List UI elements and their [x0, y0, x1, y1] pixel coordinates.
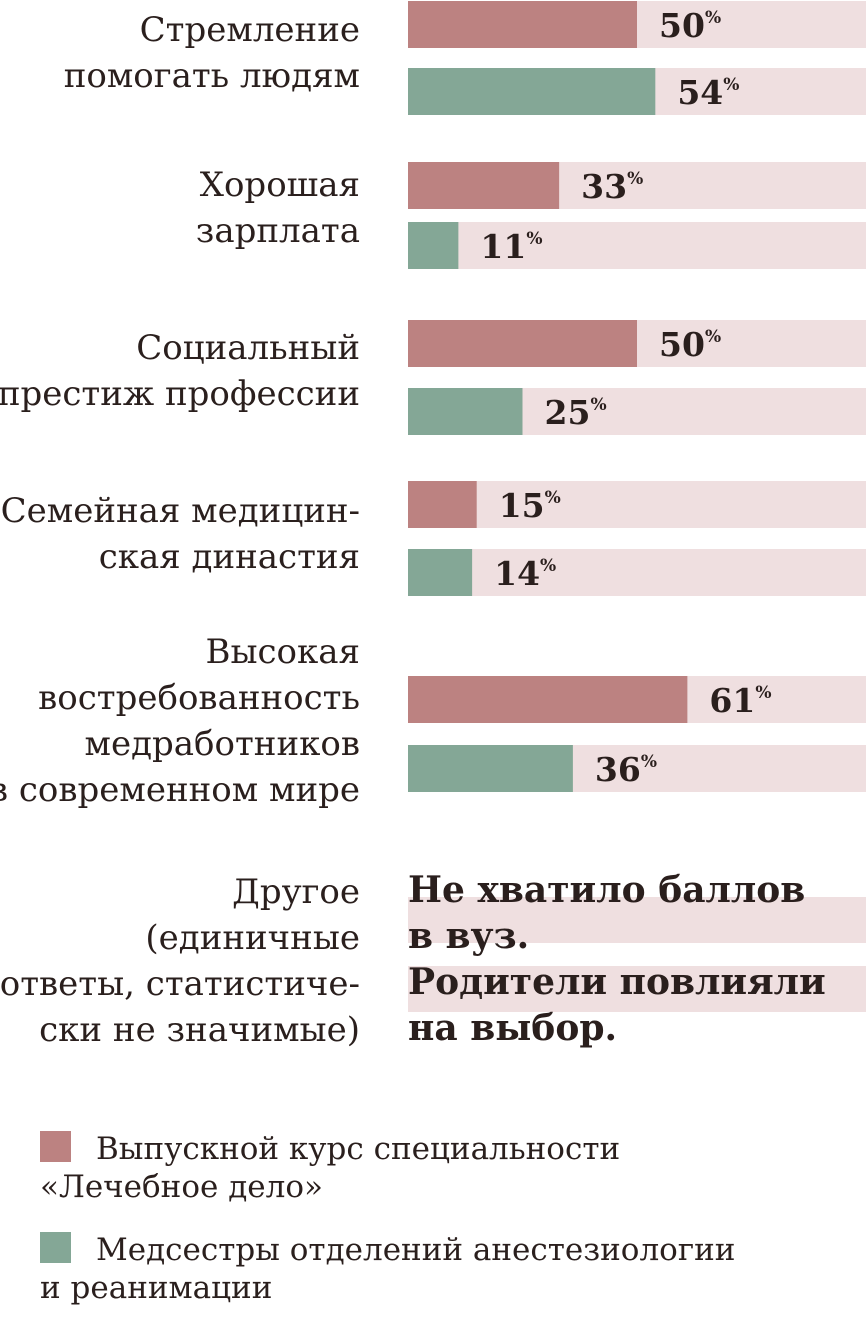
category-label-line: Хорошая — [200, 165, 360, 205]
legend-entry: Медсестры отделений анестезиологии и реан… — [40, 1232, 735, 1306]
other-text-line: в вуз. — [408, 915, 529, 957]
bar — [408, 388, 523, 435]
category-label: Высокая востребованность медработников в со… — [0, 632, 360, 810]
category-label: Стремление помогать людям — [64, 10, 360, 96]
other-text: Не хватило баллов в вуз. Родители повлияли… — [408, 869, 826, 1049]
bar — [408, 68, 656, 115]
legend-entry-line: и реанимации — [40, 1270, 272, 1306]
legend-entry-line: Медсестры отделений анестезиологии — [96, 1232, 735, 1268]
category-label-line: Стремление — [140, 10, 360, 50]
bar — [408, 1, 637, 48]
other-text-line: Не хватило баллов — [408, 869, 805, 911]
legend-entry-line: «Лечебное дело» — [40, 1169, 323, 1205]
bar — [408, 320, 637, 367]
legend-entry: Выпускной курс специальности «Лечебное де… — [40, 1131, 620, 1205]
legend-entry-line: Выпускной курс специальности — [96, 1131, 620, 1167]
other-text-line: на выбор. — [408, 1007, 617, 1049]
data-label-suffix: % — [705, 8, 721, 28]
bar — [408, 745, 573, 792]
data-label-suffix: % — [526, 229, 542, 249]
other-text-line: Родители повлияли — [408, 961, 826, 1003]
bar-track — [408, 549, 866, 596]
legend-swatch — [40, 1131, 71, 1162]
legend: Выпускной курс специальности «Лечебное де… — [40, 1131, 735, 1306]
category-label-line: Социальный — [136, 328, 360, 368]
category-label-line: зарплата — [196, 211, 360, 251]
category-label-line: ская династия — [99, 537, 360, 577]
bar — [408, 162, 560, 209]
data-label-suffix: % — [723, 75, 739, 95]
category-label-line: медработников — [85, 724, 360, 764]
bar-track — [408, 966, 866, 1012]
legend-swatch — [40, 1232, 71, 1263]
data-label-suffix: % — [540, 556, 556, 576]
other-label: Другое (единичные ответы, статистиче-ски н… — [0, 872, 360, 1050]
bar — [408, 549, 473, 596]
category-label: Социальный престиж профессии — [0, 328, 360, 414]
data-label-suffix: % — [545, 488, 561, 508]
data-label-suffix: % — [627, 169, 643, 189]
category-label-line: востребованность — [38, 678, 360, 718]
other-label-line: ски не значимые) — [39, 1010, 360, 1050]
category-label-line: в современном мире — [0, 770, 360, 810]
bar — [408, 222, 459, 269]
bar-track — [408, 222, 866, 269]
category-label-line: Семейная медицин- — [1, 491, 360, 531]
category-label-line: Высокая — [205, 632, 360, 672]
bar-track — [408, 481, 866, 528]
category-label-line: помогать людям — [64, 56, 360, 96]
bar — [408, 481, 477, 528]
other-label-line: Другое — [232, 872, 360, 912]
category-label: Хорошая зарплата — [196, 165, 360, 251]
other-block: Другое (единичные ответы, статистиче-ски н… — [0, 869, 866, 1050]
category-group: Высокая востребованность медработников в со… — [0, 632, 866, 810]
category-label: Семейная медицин-ская династия — [1, 491, 360, 577]
category-label-line: престиж профессии — [0, 374, 360, 414]
data-label-suffix: % — [641, 752, 657, 772]
data-label: 11% — [480, 227, 542, 266]
other-label-line: (единичные — [145, 918, 360, 958]
data-label-suffix: % — [705, 327, 721, 347]
bar — [408, 676, 688, 723]
data-label: 15% — [499, 486, 561, 525]
other-label-line: ответы, статистиче- — [0, 964, 360, 1004]
data-label-suffix: % — [590, 395, 606, 415]
data-label-suffix: % — [755, 683, 771, 703]
bar-track — [408, 897, 866, 943]
